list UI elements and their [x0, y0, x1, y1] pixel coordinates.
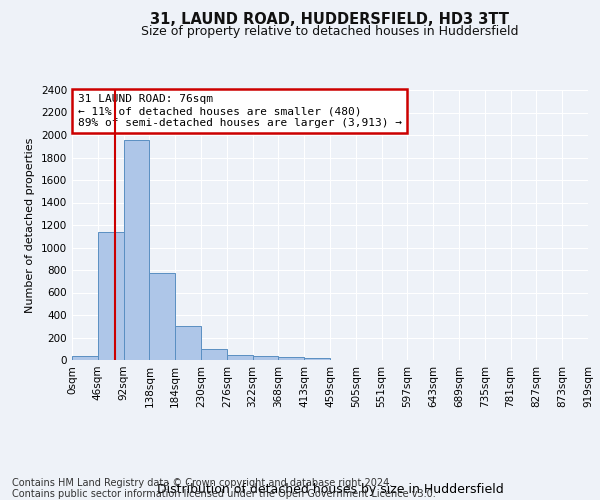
Bar	[149, 273, 175, 360]
Bar	[278, 357, 304, 360]
Text: Contains public sector information licensed under the Open Government Licence v3: Contains public sector information licen…	[12, 489, 436, 499]
Bar	[304, 358, 330, 360]
Bar	[72, 356, 98, 360]
Bar	[98, 232, 124, 360]
Bar	[201, 349, 227, 360]
X-axis label: Distribution of detached houses by size in Huddersfield: Distribution of detached houses by size …	[157, 484, 503, 496]
Y-axis label: Number of detached properties: Number of detached properties	[25, 138, 35, 312]
Text: Contains HM Land Registry data © Crown copyright and database right 2024.: Contains HM Land Registry data © Crown c…	[12, 478, 392, 488]
Text: 31 LAUND ROAD: 76sqm
← 11% of detached houses are smaller (480)
89% of semi-deta: 31 LAUND ROAD: 76sqm ← 11% of detached h…	[77, 94, 401, 128]
Bar	[175, 326, 201, 360]
Bar	[227, 354, 253, 360]
Bar	[253, 356, 278, 360]
Text: 31, LAUND ROAD, HUDDERSFIELD, HD3 3TT: 31, LAUND ROAD, HUDDERSFIELD, HD3 3TT	[151, 12, 509, 28]
Text: Size of property relative to detached houses in Huddersfield: Size of property relative to detached ho…	[141, 25, 519, 38]
Bar	[124, 140, 149, 360]
